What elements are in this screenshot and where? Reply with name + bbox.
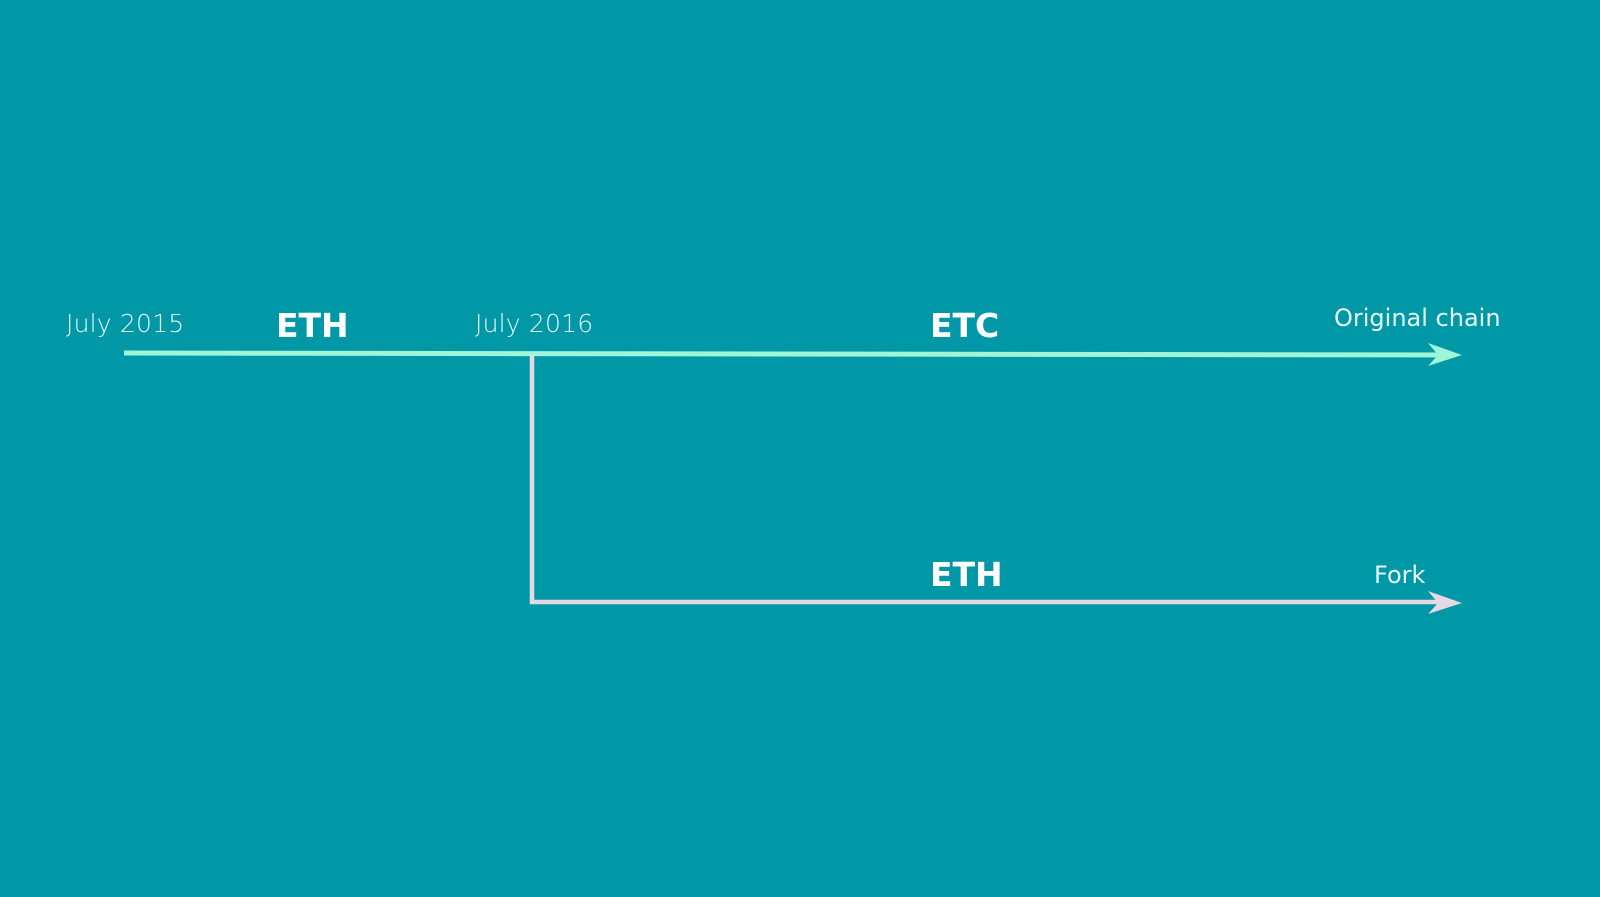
fork-chain-arrowhead — [1428, 591, 1462, 614]
fork-label: Fork — [1374, 561, 1426, 589]
pre-fork-chain-label: ETH — [276, 306, 349, 345]
original-chain-line — [123, 350, 1449, 358]
fork-branch-line — [529, 355, 1448, 605]
original-chain-label: Original chain — [1334, 304, 1501, 332]
fork-date-label: July 2016 — [475, 309, 594, 338]
start-date-label: July 2015 — [66, 309, 185, 338]
original-chain-name: ETC — [930, 306, 1000, 345]
original-chain-arrowhead — [1428, 343, 1462, 366]
fork-chain-name: ETH — [930, 555, 1003, 594]
